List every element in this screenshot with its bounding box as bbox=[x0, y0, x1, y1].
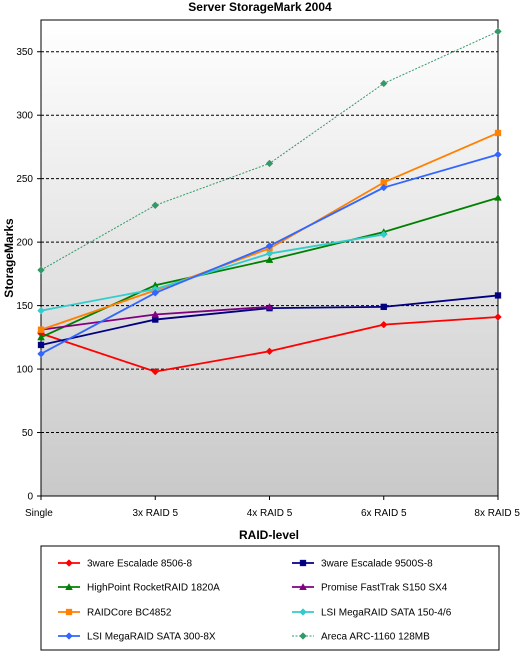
data-point bbox=[299, 632, 307, 640]
y-axis-title: StorageMarks bbox=[2, 218, 16, 298]
data-point bbox=[299, 608, 307, 616]
legend-label: LSI MegaRAID SATA 150-4/6 bbox=[321, 608, 452, 619]
data-point bbox=[494, 150, 502, 159]
data-point bbox=[379, 79, 388, 88]
chart-title: Server StorageMark 2004 bbox=[188, 0, 332, 14]
legend bbox=[40, 545, 500, 651]
y-tick-label: 50 bbox=[22, 428, 34, 439]
data-point bbox=[151, 201, 160, 210]
data-point bbox=[265, 242, 274, 250]
data-point bbox=[265, 255, 274, 263]
gridlines bbox=[41, 51, 498, 434]
data-point bbox=[65, 559, 73, 567]
y-tick-label: 200 bbox=[16, 238, 33, 249]
y-tick-label: 0 bbox=[27, 492, 33, 503]
legend-label: HighPoint RocketRAID 1820A bbox=[87, 583, 220, 594]
legend-label: LSI MegaRAID SATA 300-8X bbox=[87, 632, 216, 643]
data-point bbox=[494, 193, 502, 201]
data-point bbox=[65, 583, 73, 590]
legend-label: 3ware Escalade 9500S-8 bbox=[321, 559, 433, 570]
data-point bbox=[379, 183, 388, 192]
data-point bbox=[37, 266, 45, 274]
legend-entry: 3ware Escalade 9500S-8 bbox=[292, 559, 433, 570]
y-tick-label: 300 bbox=[16, 111, 33, 122]
data-point bbox=[151, 367, 160, 376]
data-point bbox=[65, 632, 73, 640]
legend-entry: Promise FastTrak S150 SX4 bbox=[292, 583, 448, 594]
data-point bbox=[265, 249, 274, 258]
series bbox=[37, 230, 388, 315]
data-point bbox=[65, 608, 73, 616]
x-tick-label: 6x RAID 5 bbox=[361, 508, 407, 519]
legend-entry: 3ware Escalade 8506-8 bbox=[58, 559, 193, 570]
data-point bbox=[151, 289, 160, 297]
x-tick-label: Single bbox=[25, 508, 53, 519]
legend-entry: Areca ARC-1160 128MB bbox=[292, 632, 430, 643]
series-line bbox=[40, 233, 384, 312]
data-point bbox=[265, 302, 274, 310]
data-point bbox=[152, 316, 159, 323]
series bbox=[37, 150, 502, 358]
series bbox=[37, 27, 502, 274]
x-axis-title: RAID-level bbox=[239, 528, 299, 542]
data-point bbox=[379, 320, 388, 329]
data-point bbox=[379, 230, 388, 239]
data-point bbox=[494, 313, 502, 321]
data-point bbox=[37, 333, 45, 341]
series-layer bbox=[37, 27, 502, 376]
data-point bbox=[37, 306, 45, 315]
x-tick-label: 4x RAID 5 bbox=[247, 508, 293, 519]
legend-label: RAIDCore BC4852 bbox=[87, 608, 172, 619]
legend-entry: HighPoint RocketRAID 1820A bbox=[58, 583, 220, 594]
y-tick-label: 150 bbox=[16, 301, 33, 312]
series bbox=[37, 313, 502, 376]
legend-label: Promise FastTrak S150 SX4 bbox=[321, 583, 448, 594]
legend-entries: 3ware Escalade 8506-8 3ware Escalade 9500… bbox=[58, 559, 452, 643]
legend-label: Areca ARC-1160 128MB bbox=[321, 632, 430, 643]
y-tick-label: 100 bbox=[16, 365, 33, 376]
data-point bbox=[265, 347, 274, 356]
legend-entry: LSI MegaRAID SATA 150-4/6 bbox=[292, 608, 452, 619]
axes: 0 50 100 150 200 250 300 350 Single 3x RAID 5 4x R… bbox=[16, 47, 520, 519]
data-point bbox=[299, 559, 307, 567]
data-point bbox=[37, 350, 45, 358]
legend-entry: LSI MegaRAID SATA 300-8X bbox=[58, 632, 216, 643]
y-tick-label: 350 bbox=[16, 47, 33, 58]
data-point bbox=[380, 303, 387, 311]
data-point bbox=[494, 292, 502, 299]
data-point bbox=[494, 27, 502, 36]
legend-label: 3ware Escalade 8506-8 bbox=[87, 559, 193, 570]
data-point bbox=[37, 326, 45, 333]
legend-entry: RAIDCore BC4852 bbox=[58, 608, 172, 619]
y-tick-label: 250 bbox=[16, 174, 33, 185]
data-point bbox=[151, 310, 160, 318]
data-point bbox=[299, 583, 307, 590]
data-point bbox=[37, 341, 45, 349]
x-tick-label: 3x RAID 5 bbox=[132, 508, 178, 519]
x-tick-label: 8x RAID 5 bbox=[474, 508, 520, 519]
data-point bbox=[494, 129, 502, 137]
data-point bbox=[265, 159, 274, 168]
